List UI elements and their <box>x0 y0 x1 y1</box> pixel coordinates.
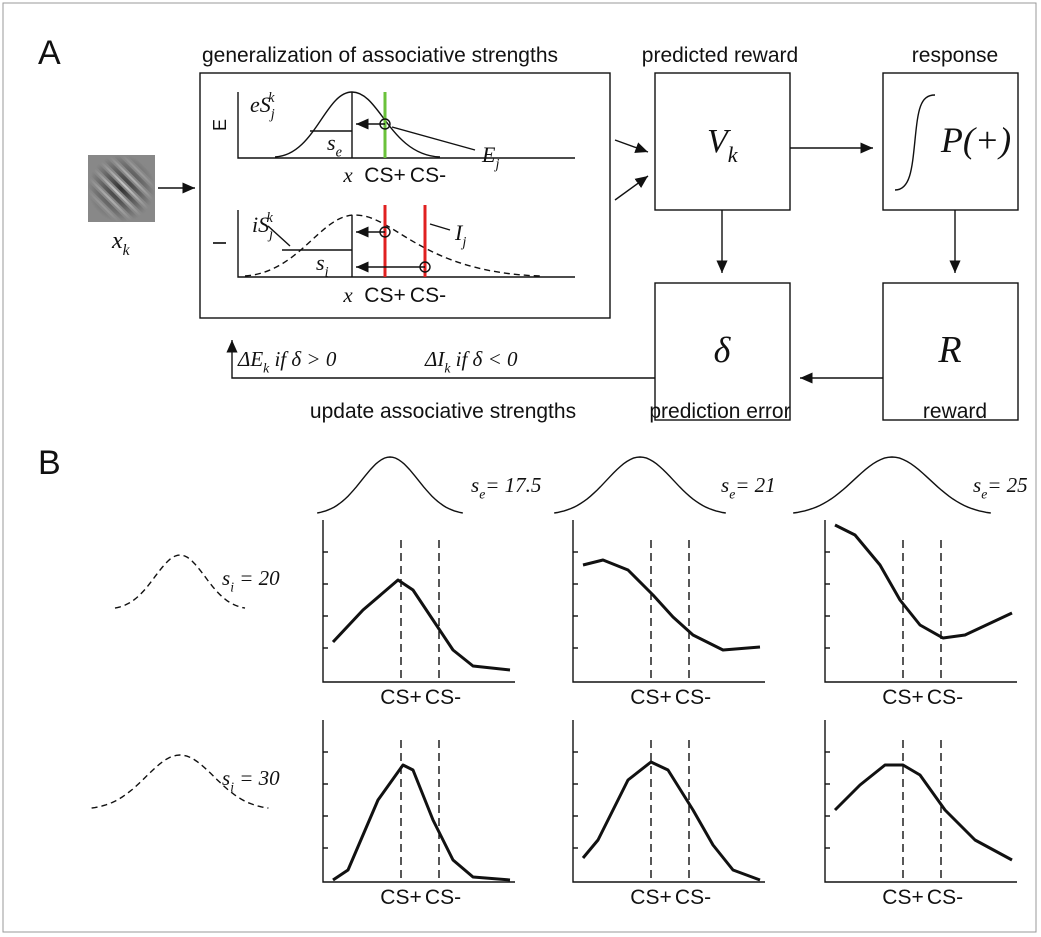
x-label: CS- <box>410 164 446 187</box>
stimulus-label: xk <box>111 228 131 259</box>
excitatory-curve <box>793 457 991 513</box>
axis-label: E <box>210 119 230 131</box>
width-label: si = 30 <box>222 766 280 794</box>
text-part: s <box>327 130 336 155</box>
text-part: s <box>222 766 230 790</box>
x-label: x <box>342 163 353 187</box>
response-curve <box>333 765 510 880</box>
x-label: CS+ <box>882 886 923 909</box>
text-part: = 20 <box>234 566 280 590</box>
text-part: = 30 <box>234 766 280 790</box>
response-curve <box>333 580 510 670</box>
update-label: ΔIk if δ < 0 <box>424 347 518 375</box>
axes <box>825 520 1017 682</box>
text-part: ΔE <box>237 347 263 371</box>
text-part: k <box>267 210 274 226</box>
text-part: k <box>268 90 275 106</box>
value-label: Vk <box>707 123 739 167</box>
x-label: CS+ <box>364 164 405 187</box>
x-label: CS- <box>675 686 711 709</box>
response-curve <box>583 762 760 880</box>
response-curve <box>583 560 760 650</box>
axes <box>573 720 765 882</box>
response-curve <box>835 765 1012 860</box>
text-part: = 17.5 <box>485 473 541 497</box>
caption: reward <box>923 400 987 423</box>
text-part: i <box>325 265 329 281</box>
caption: update associative strengths <box>310 400 576 423</box>
axes <box>825 720 1017 882</box>
text-part: ΔI <box>424 347 445 371</box>
x-label: CS- <box>675 886 711 909</box>
sigmoid <box>895 95 935 190</box>
width-label: si <box>316 250 329 281</box>
text-part: k <box>123 242 131 259</box>
text-part: = 25 <box>987 473 1027 497</box>
excitatory-plot <box>238 92 575 158</box>
stimulus <box>88 155 155 222</box>
title: predicted reward <box>642 44 798 67</box>
text-part: e <box>336 145 343 161</box>
axes <box>573 520 765 682</box>
width-label: si = 20 <box>222 566 280 594</box>
update-label: ΔEk if δ > 0 <box>237 347 337 375</box>
panel-label: A <box>38 34 61 72</box>
x-label: CS- <box>927 686 963 709</box>
caption: prediction error <box>649 400 790 423</box>
text-part: s <box>316 250 325 275</box>
x-label: CS- <box>425 886 461 909</box>
width-label: se= 21 <box>721 473 776 501</box>
strength-label: iSjk <box>252 210 274 243</box>
text-part: s <box>973 473 981 497</box>
text-part: s <box>222 566 230 590</box>
width-label: se= 17.5 <box>471 473 541 501</box>
reward-label: R <box>937 329 961 371</box>
peak-label: Ij <box>454 220 466 251</box>
response-label: P(+) <box>940 120 1011 160</box>
width-label: se= 25 <box>973 473 1028 501</box>
width-label: se <box>327 130 343 161</box>
x-label: CS+ <box>882 686 923 709</box>
title: response <box>912 44 998 67</box>
strength-label: eSjk <box>250 90 275 123</box>
x-label: CS- <box>425 686 461 709</box>
x-label: x <box>342 283 353 307</box>
panel-label: B <box>38 444 61 482</box>
text-part: = 21 <box>735 473 775 497</box>
axis-label: I <box>210 240 230 245</box>
x-label: CS+ <box>380 686 421 709</box>
excitatory-curve <box>554 457 726 513</box>
text-part: s <box>721 473 729 497</box>
x-label: CS- <box>410 284 446 307</box>
x-label: CS+ <box>630 886 671 909</box>
error-label: δ <box>714 330 732 370</box>
arrow <box>615 140 648 152</box>
x-label: CS+ <box>630 686 671 709</box>
x-label: CS- <box>927 886 963 909</box>
inhibitory-plot <box>238 205 575 277</box>
title: generalization of associative strengths <box>202 44 558 67</box>
arrow <box>615 176 648 200</box>
frame <box>3 3 1036 932</box>
x-label: CS+ <box>364 284 405 307</box>
peak-label: Ej <box>481 142 499 173</box>
text-part: k <box>728 142 739 167</box>
excitatory-curve <box>317 457 463 513</box>
text-part: if δ < 0 <box>450 347 518 371</box>
x-label: CS+ <box>380 886 421 909</box>
text-part: x <box>111 228 123 254</box>
figure: A generalization of associative strength… <box>0 0 1041 937</box>
text-part: E <box>481 142 496 167</box>
text-part: s <box>471 473 479 497</box>
text-part: if δ > 0 <box>269 347 337 371</box>
response-curve <box>835 525 1012 638</box>
